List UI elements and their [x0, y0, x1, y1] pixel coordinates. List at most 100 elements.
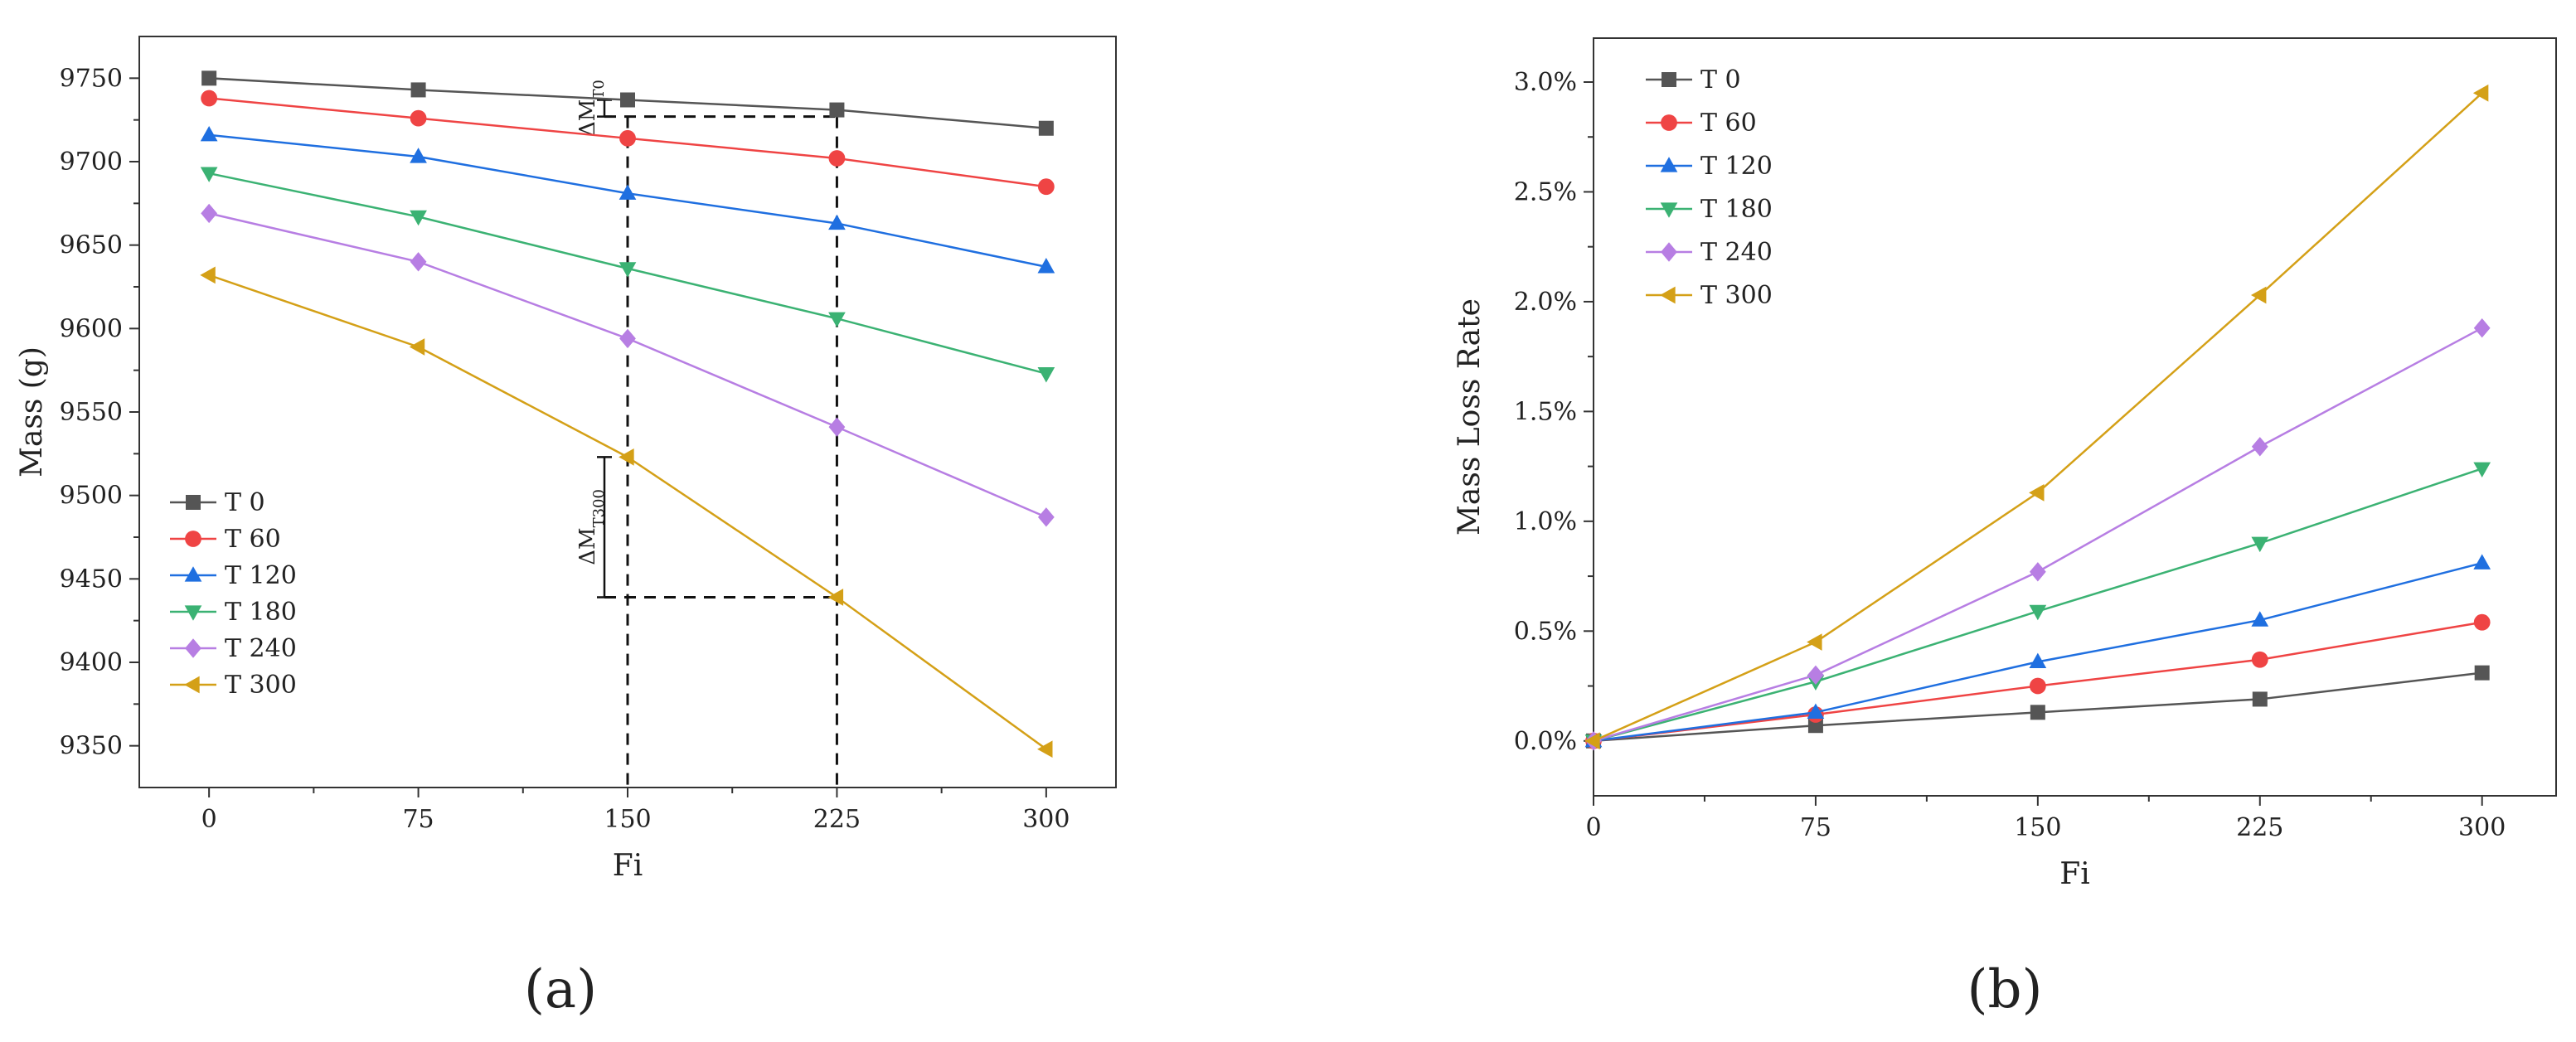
data-point-t-180	[410, 210, 427, 226]
data-point-t-240	[201, 203, 218, 224]
data-point-t-60	[2473, 613, 2491, 631]
annotation-delta-m-t300: ΔMT300	[575, 489, 608, 565]
annotation-delta-m-t0: ΔMT0	[575, 80, 608, 137]
y-tick-label: 9650	[60, 231, 123, 260]
legend-label-t-240: T 240	[1700, 238, 1773, 267]
legend-marker-t-240	[185, 638, 201, 658]
x-tick-label: 150	[604, 805, 651, 834]
data-point-t-300	[1807, 633, 1822, 651]
legend-label-t-60: T 60	[225, 525, 281, 554]
panel-label: (a)	[524, 959, 597, 1020]
data-point-t-0	[2030, 705, 2045, 720]
y-axis-label: Mass (g)	[15, 347, 49, 477]
legend-label-t-120: T 120	[1700, 152, 1773, 181]
data-point-t-120	[2473, 554, 2491, 569]
data-point-t-180	[2251, 536, 2269, 553]
y-tick-label: 9750	[60, 64, 123, 93]
data-point-t-60	[2251, 651, 2268, 668]
y-tick-label: 3.0%	[1514, 68, 1577, 97]
x-tick-label: 150	[2014, 813, 2061, 842]
y-tick-label: 2.5%	[1514, 177, 1577, 206]
data-point-t-60	[619, 129, 636, 147]
data-point-t-60	[201, 90, 218, 107]
legend-marker-t-60	[1661, 114, 1677, 131]
legend-label-t-180: T 180	[225, 598, 297, 627]
data-point-t-240	[410, 252, 427, 272]
legend-marker-t-180	[184, 605, 202, 621]
data-point-t-240	[2029, 562, 2046, 582]
data-point-t-180	[200, 167, 218, 182]
legend-marker-t-300	[184, 676, 200, 694]
legend-label-t-0: T 0	[225, 488, 265, 517]
x-tick-label: 75	[402, 805, 434, 834]
y-tick-label: 9600	[60, 314, 123, 343]
data-point-t-120	[619, 184, 637, 200]
data-point-t-240	[2251, 437, 2268, 457]
data-point-t-240	[2473, 318, 2491, 338]
legend-label-t-120: T 120	[225, 561, 297, 590]
data-point-t-180	[2473, 462, 2491, 478]
data-point-t-0	[201, 70, 217, 86]
data-point-t-240	[1037, 507, 1055, 527]
x-axis-label: Fi	[613, 849, 643, 883]
y-tick-label: 9500	[60, 482, 123, 511]
data-point-t-300	[827, 589, 844, 606]
data-point-t-0	[410, 82, 426, 98]
y-tick-label: 9350	[60, 732, 123, 761]
x-tick-label: 75	[1800, 813, 1831, 842]
legend-label-t-60: T 60	[1700, 109, 1757, 138]
data-point-t-60	[828, 150, 846, 167]
data-point-t-0	[2252, 691, 2268, 707]
x-axis-label: Fi	[2059, 857, 2090, 891]
plot-frame	[1593, 37, 2557, 797]
data-point-t-120	[2029, 652, 2047, 669]
x-tick-label: 0	[201, 805, 217, 834]
data-point-t-120	[828, 214, 846, 230]
x-tick-label: 225	[2236, 813, 2283, 842]
legend-marker-t-0	[186, 495, 201, 510]
legend-label-t-180: T 180	[1700, 195, 1773, 224]
data-point-t-0	[2474, 665, 2490, 681]
data-point-t-120	[410, 148, 427, 163]
data-point-t-300	[409, 338, 425, 356]
data-point-t-0	[829, 102, 845, 118]
data-point-t-300	[2250, 286, 2267, 304]
annotation-delta-m-subscript: T0	[590, 80, 608, 99]
data-point-t-60	[1037, 178, 1055, 196]
data-point-t-0	[620, 92, 635, 108]
legend-marker-t-180	[1660, 202, 1678, 218]
y-tick-label: 0.0%	[1514, 727, 1577, 756]
x-tick-label: 300	[2458, 813, 2506, 842]
legend-label-t-300: T 300	[1700, 281, 1773, 310]
y-tick-label: 9450	[60, 565, 123, 594]
legend-marker-t-240	[1661, 242, 1677, 262]
data-point-t-120	[200, 125, 218, 142]
x-tick-label: 0	[1585, 813, 1601, 842]
legend-marker-t-300	[1660, 286, 1676, 304]
data-point-t-300	[619, 448, 634, 466]
data-point-t-300	[2472, 84, 2489, 102]
x-tick-label: 225	[813, 805, 861, 834]
chart-b: 0 75 150 225 300 0.0% 0.5% 1.0% 1.5% 2.0% 2.5% 3.0%…	[1453, 37, 2557, 1020]
data-point-t-120	[1807, 703, 1825, 719]
data-point-t-180	[619, 262, 637, 278]
legend-marker-t-120	[184, 566, 202, 582]
y-tick-label: 9550	[60, 398, 123, 427]
y-tick-label: 1.0%	[1514, 507, 1577, 536]
series-line-t-180	[1593, 468, 2483, 742]
data-point-t-240	[619, 328, 636, 349]
data-point-t-300	[200, 266, 216, 284]
chart-a: 0 75 150 225 300 9350 9400 9450 9500 9550 9600 9650…	[15, 36, 1117, 1020]
x-tick-label: 300	[1022, 805, 1070, 834]
panel-label: (b)	[1967, 959, 2043, 1020]
data-point-t-240	[828, 417, 846, 437]
data-point-t-120	[1037, 258, 1055, 274]
y-tick-label: 9700	[60, 148, 123, 177]
data-point-t-300	[1037, 740, 1053, 758]
data-point-t-60	[2029, 677, 2046, 695]
annotation-delta-m-subscript: T300	[590, 489, 608, 527]
y-tick-label: 0.5%	[1514, 617, 1577, 646]
y-axis-label: Mass Loss Rate	[1453, 298, 1487, 536]
data-point-t-300	[2029, 484, 2045, 502]
